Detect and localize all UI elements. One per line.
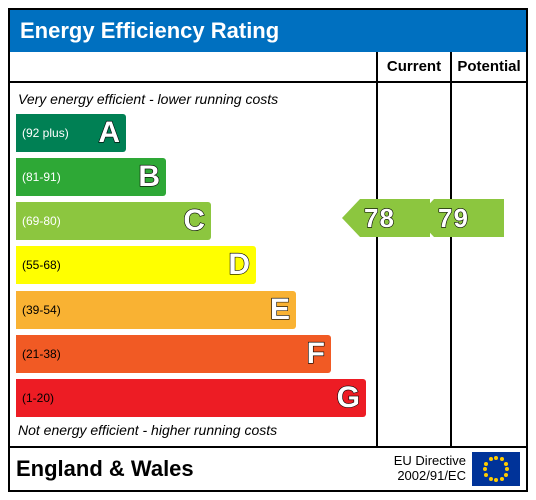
band-letter: E	[270, 293, 290, 327]
band-range: (21-38)	[22, 347, 61, 361]
col-header-potential: Potential	[452, 52, 526, 81]
band-C: (69-80) C	[16, 200, 370, 242]
band-range: (69-80)	[22, 214, 61, 228]
band-G: (1-20) G	[16, 377, 370, 419]
band-range: (55-68)	[22, 258, 61, 272]
band-range: (39-54)	[22, 303, 61, 317]
col-header-current: Current	[378, 52, 452, 81]
band-range: (81-91)	[22, 170, 61, 184]
band-range: (92 plus)	[22, 126, 69, 140]
title-bar: Energy Efficiency Rating	[10, 10, 526, 52]
footer-region: England & Wales	[16, 456, 394, 482]
band-F: (21-38) F	[16, 333, 370, 375]
band-letter: F	[307, 337, 325, 371]
eu-flag-icon	[472, 452, 520, 486]
band-range: (1-20)	[22, 391, 54, 405]
potential-column: 79	[452, 83, 526, 446]
pointer-potential: 79	[434, 199, 504, 237]
footer-directive: EU Directive 2002/91/EC	[394, 454, 466, 484]
band-letter: B	[138, 160, 160, 194]
band-letter: A	[98, 116, 120, 150]
band-letter: C	[183, 204, 205, 238]
band-letter: G	[337, 381, 360, 415]
current-column: 78	[378, 83, 452, 446]
band-A: (92 plus) A	[16, 112, 370, 154]
band-E: (39-54) E	[16, 289, 370, 331]
pointer-potential-value: 79	[438, 203, 469, 234]
column-header-row: Current Potential	[10, 52, 526, 83]
band-letter: D	[228, 248, 250, 282]
top-note: Very energy efficient - lower running co…	[18, 91, 370, 107]
footer: England & Wales EU Directive 2002/91/EC	[10, 446, 526, 490]
bands-column: Very energy efficient - lower running co…	[10, 83, 378, 446]
band-B: (81-91) B	[16, 156, 370, 198]
band-D: (55-68) D	[16, 244, 370, 286]
pointer-current-value: 78	[364, 203, 395, 234]
bottom-note: Not energy efficient - higher running co…	[18, 422, 370, 438]
